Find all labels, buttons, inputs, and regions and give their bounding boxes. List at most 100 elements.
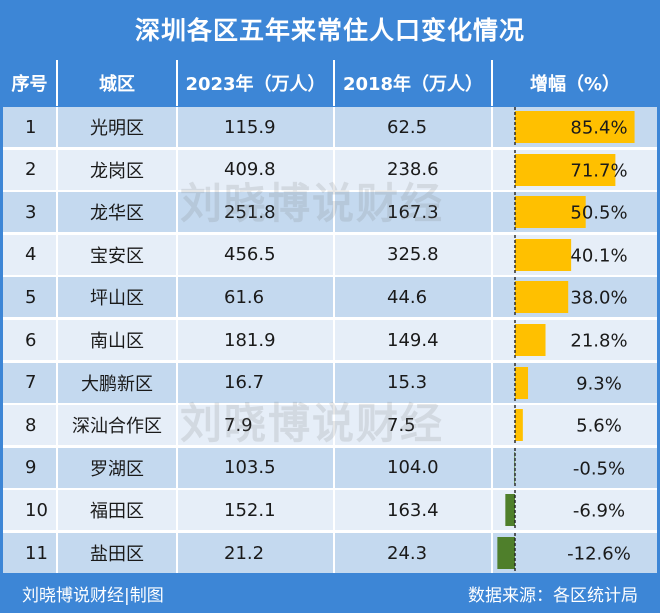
row-index: 2 (3, 149, 58, 190)
row-index: 9 (3, 447, 58, 488)
table-row: 5 坪山区 61.6 44.6 38.0% (3, 277, 657, 318)
pop-2023-value: 61.6 (178, 277, 335, 318)
table-row: 2 龙岗区 409.8 238.6 71.7% (3, 149, 657, 190)
footer-source: 数据来源：各区统计局 (468, 586, 638, 606)
district-name: 深汕合作区 (58, 405, 178, 446)
growth-label: 40.1% (570, 245, 627, 266)
table-row: 8 深汕合作区 7.9 7.5 5.6% (3, 405, 657, 446)
growth-bar-chart: -0.5% (514, 447, 625, 488)
growth-cell: 38.0% (493, 277, 657, 318)
growth-bar (515, 366, 529, 399)
growth-label: -12.6% (567, 544, 631, 565)
growth-label: 9.3% (576, 373, 622, 394)
growth-bar-chart: 9.3% (514, 362, 622, 403)
growth-bar-chart: 21.8% (514, 320, 628, 360)
row-index: 8 (3, 405, 58, 446)
pop-2023-value: 16.7 (178, 362, 335, 403)
growth-cell: 21.8% (493, 320, 657, 360)
growth-bar-chart: 85.4% (514, 107, 635, 147)
district-name: 坪山区 (58, 277, 178, 318)
pop-2018-value: 7.5 (335, 405, 493, 446)
growth-label: -6.9% (573, 501, 625, 522)
growth-cell: -12.6% (493, 533, 657, 573)
growth-bar (515, 409, 523, 442)
growth-bar (515, 196, 586, 229)
pop-2023-value: 7.9 (178, 405, 335, 446)
growth-label: 50.5% (570, 203, 627, 224)
pop-2023-value: 103.5 (178, 447, 335, 488)
pop-2018-value: 238.6 (335, 149, 493, 190)
row-index: 4 (3, 234, 58, 275)
growth-bar (515, 111, 635, 143)
table-row: 6 南山区 181.9 149.4 21.8% (3, 320, 657, 360)
growth-label: 21.8% (570, 331, 627, 352)
header-pop-2018: 2018年（万人） (335, 60, 493, 106)
growth-cell: 85.4% (493, 107, 657, 147)
table-row: 1 光明区 115.9 62.5 85.4% (3, 107, 657, 147)
pop-2023-value: 115.9 (178, 107, 335, 147)
district-name: 福田区 (58, 490, 178, 531)
header-index: 序号 (3, 60, 58, 106)
row-index: 3 (3, 192, 58, 233)
pop-2023-value: 251.8 (178, 192, 335, 233)
pop-2018-value: 15.3 (335, 362, 493, 403)
table-row: 9 罗湖区 103.5 104.0 -0.5% (3, 447, 657, 488)
pop-2018-value: 104.0 (335, 447, 493, 488)
district-name: 罗湖区 (58, 447, 178, 488)
growth-label: 5.6% (576, 416, 622, 437)
growth-cell: 9.3% (493, 362, 657, 403)
growth-bar (515, 281, 569, 314)
district-name: 南山区 (58, 320, 178, 360)
pop-2023-value: 152.1 (178, 490, 335, 531)
district-name: 盐田区 (58, 533, 178, 573)
growth-cell: 40.1% (493, 234, 657, 275)
row-index: 11 (3, 533, 58, 573)
growth-bar (505, 494, 515, 527)
footer-credit: 刘晓博说财经|制图 (22, 586, 164, 606)
growth-cell: 71.7% (493, 149, 657, 190)
growth-cell: 50.5% (493, 192, 657, 233)
growth-bar (515, 153, 616, 186)
pop-2018-value: 325.8 (335, 234, 493, 275)
pop-2023-value: 21.2 (178, 533, 335, 573)
pop-2018-value: 167.3 (335, 192, 493, 233)
growth-bar (497, 537, 515, 569)
growth-cell: -0.5% (493, 447, 657, 488)
row-index: 6 (3, 320, 58, 360)
growth-bar-chart: -6.9% (505, 490, 625, 531)
growth-cell: 5.6% (493, 405, 657, 446)
row-index: 7 (3, 362, 58, 403)
pop-2023-value: 456.5 (178, 234, 335, 275)
header-district: 城区 (58, 60, 178, 106)
header-growth: 增幅（%） (493, 60, 657, 106)
row-index: 1 (3, 107, 58, 147)
growth-bar (515, 324, 546, 356)
growth-bar-chart: 71.7% (514, 149, 628, 190)
table-row: 10 福田区 152.1 163.4 -6.9% (3, 490, 657, 531)
growth-label: -0.5% (573, 458, 625, 479)
table-row: 3 龙华区 251.8 167.3 50.5% (3, 192, 657, 233)
chart-title: 深圳各区五年来常住人口变化情况 (0, 0, 660, 58)
pop-2023-value: 409.8 (178, 149, 335, 190)
growth-bar-chart: 40.1% (514, 234, 628, 275)
table-row: 11 盐田区 21.2 24.3 -12.6% (3, 533, 657, 573)
growth-label: 71.7% (570, 160, 627, 181)
district-name: 龙华区 (58, 192, 178, 233)
growth-bar (515, 238, 572, 271)
pop-2018-value: 62.5 (335, 107, 493, 147)
growth-bar-chart: -12.6% (497, 533, 631, 573)
header-pop-2023: 2023年（万人） (178, 60, 335, 106)
growth-bar-chart: 38.0% (514, 277, 628, 318)
district-name: 大鹏新区 (58, 362, 178, 403)
pop-2018-value: 163.4 (335, 490, 493, 531)
pop-2018-value: 24.3 (335, 533, 493, 573)
row-index: 5 (3, 277, 58, 318)
footer: 刘晓博说财经|制图 数据来源：各区统计局 (0, 574, 660, 613)
district-name: 龙岗区 (58, 149, 178, 190)
row-index: 10 (3, 490, 58, 531)
pop-2023-value: 181.9 (178, 320, 335, 360)
growth-label: 85.4% (570, 118, 627, 139)
table-row: 4 宝安区 456.5 325.8 40.1% (3, 234, 657, 275)
growth-label: 38.0% (570, 288, 627, 309)
